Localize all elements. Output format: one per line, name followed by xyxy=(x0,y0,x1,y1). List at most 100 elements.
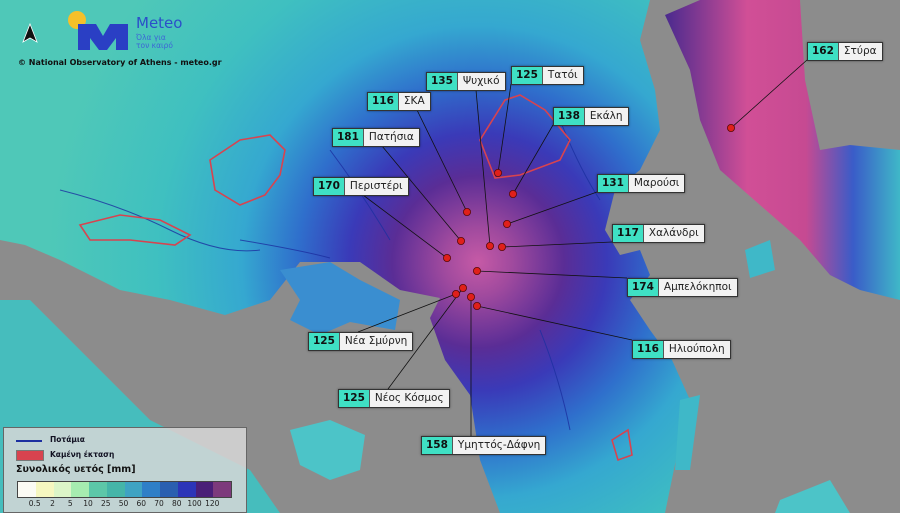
colorbar-bin xyxy=(160,482,178,497)
station-label: 138 Εκάλη xyxy=(553,107,629,126)
station-name: Ψυχικό xyxy=(456,73,505,90)
station-dot xyxy=(493,168,502,177)
station-label: 116 ΣΚΑ xyxy=(367,92,431,111)
legend-rivers: Ποτάμια xyxy=(50,435,85,444)
evia-island xyxy=(665,0,900,300)
station-name: Ηλιούπολη xyxy=(662,341,730,358)
north-arrow-icon xyxy=(22,22,38,43)
colorbar-bin xyxy=(89,482,107,497)
tagline: Όλα για τον καιρό xyxy=(136,34,173,50)
colorbar-tick: 5 xyxy=(67,499,73,508)
station-label: 181 Πατήσια xyxy=(332,128,420,147)
aegina-island xyxy=(290,420,365,480)
station-dot xyxy=(456,236,465,245)
colorbar-bin xyxy=(142,482,160,497)
leader-line xyxy=(362,194,448,259)
station-dots xyxy=(442,124,736,310)
leader-line xyxy=(475,89,491,247)
leader-line xyxy=(476,305,633,341)
station-name: Περιστέρι xyxy=(343,178,408,195)
legend: Ποτάμια Καμένη έκταση Συνολικός υετός [m… xyxy=(3,427,247,513)
colorbar-tick: 120 xyxy=(205,499,220,508)
leader-line xyxy=(416,109,468,213)
small-island xyxy=(675,395,700,470)
colorbar-bin xyxy=(195,482,214,497)
colorbar-tick: 2 xyxy=(50,499,55,508)
tagline-line2: τον καιρό xyxy=(136,41,173,50)
colorbar-bin xyxy=(35,482,54,497)
colorbar-bin xyxy=(213,482,231,497)
colorbar-tick: 50 xyxy=(118,499,129,508)
colorbar-bin xyxy=(18,482,36,497)
station-value: 174 xyxy=(628,279,658,296)
colorbar-tick: 60 xyxy=(136,499,147,508)
station-label: 174 Αμπελόκηποι xyxy=(627,278,738,297)
station-label: 125 Τατόι xyxy=(511,66,584,85)
station-name: Εκάλη xyxy=(583,108,628,125)
brand-name: Meteo xyxy=(136,14,183,32)
attica-mainland xyxy=(0,0,690,513)
station-dot xyxy=(502,219,511,228)
station-value: 116 xyxy=(368,93,398,110)
colorbar-tick: 25 xyxy=(100,499,111,508)
colorbar-tick: 80 xyxy=(171,499,182,508)
station-value: 131 xyxy=(598,175,628,192)
small-island xyxy=(745,240,775,278)
station-label: 116 Ηλιούπολη xyxy=(632,340,731,359)
leader-line xyxy=(381,145,462,242)
colorbar-bin xyxy=(177,482,196,497)
leader-line xyxy=(730,59,808,129)
station-value: 125 xyxy=(512,67,542,84)
burned-swatch xyxy=(16,450,44,461)
meteo-logo-icon xyxy=(68,11,128,50)
station-dot xyxy=(485,241,494,250)
station-label: 170 Περιστέρι xyxy=(313,177,409,196)
station-dot xyxy=(727,124,736,133)
legend-title: Συνολικός υετός [mm] xyxy=(16,464,136,475)
station-dot xyxy=(472,301,481,310)
colorbar xyxy=(17,481,232,498)
colorbar-tick: 10 xyxy=(83,499,93,508)
station-dot xyxy=(451,289,460,298)
salamina-island xyxy=(280,262,400,335)
station-label: 162 Στύρα xyxy=(807,42,883,61)
station-dot xyxy=(458,283,467,292)
leader-line xyxy=(506,191,598,225)
station-label: 117 Χαλάνδρι xyxy=(612,224,705,243)
colorbar-bin xyxy=(106,482,125,497)
station-name: Στύρα xyxy=(837,43,882,60)
station-value: 170 xyxy=(314,178,344,195)
station-label: 158 Υμηττός-Δάφνη xyxy=(421,436,547,455)
station-dot xyxy=(472,266,481,275)
leader-line xyxy=(387,287,464,390)
station-name: Υμηττός-Δάφνη xyxy=(451,437,546,454)
leader-line xyxy=(512,124,554,195)
station-name: Χαλάνδρι xyxy=(642,225,704,242)
station-label: 135 Ψυχικό xyxy=(426,72,506,91)
station-name: Νέα Σμύρνη xyxy=(338,333,413,350)
station-value: 116 xyxy=(633,341,663,358)
station-value: 181 xyxy=(333,129,363,146)
station-name: ΣΚΑ xyxy=(397,93,430,110)
colorbar-bin xyxy=(71,482,89,497)
station-dot xyxy=(462,207,471,216)
station-dot xyxy=(466,292,475,301)
station-label: 125 Νέος Κόσμος xyxy=(338,389,450,408)
colorbar-tick: 100 xyxy=(187,499,202,508)
colorbar-bin xyxy=(124,482,143,497)
leader-lines xyxy=(357,59,808,436)
colorbar-tick: 0.5 xyxy=(28,499,41,508)
colorbar-bin xyxy=(53,482,72,497)
station-dot xyxy=(508,189,517,198)
colorbar-ticks: 0.5 2 5 10 25 50 60 70 80 100 120 xyxy=(17,499,230,509)
station-dot xyxy=(497,242,506,251)
leader-line xyxy=(497,83,512,174)
station-value: 125 xyxy=(339,390,369,407)
station-value: 135 xyxy=(427,73,457,90)
station-value: 117 xyxy=(613,225,643,242)
leader-line xyxy=(501,241,613,248)
legend-burned: Καμένη έκταση xyxy=(50,450,115,459)
station-name: Πατήσια xyxy=(362,129,419,146)
station-name: Νέος Κόσμος xyxy=(368,390,449,407)
station-value: 138 xyxy=(554,108,584,125)
